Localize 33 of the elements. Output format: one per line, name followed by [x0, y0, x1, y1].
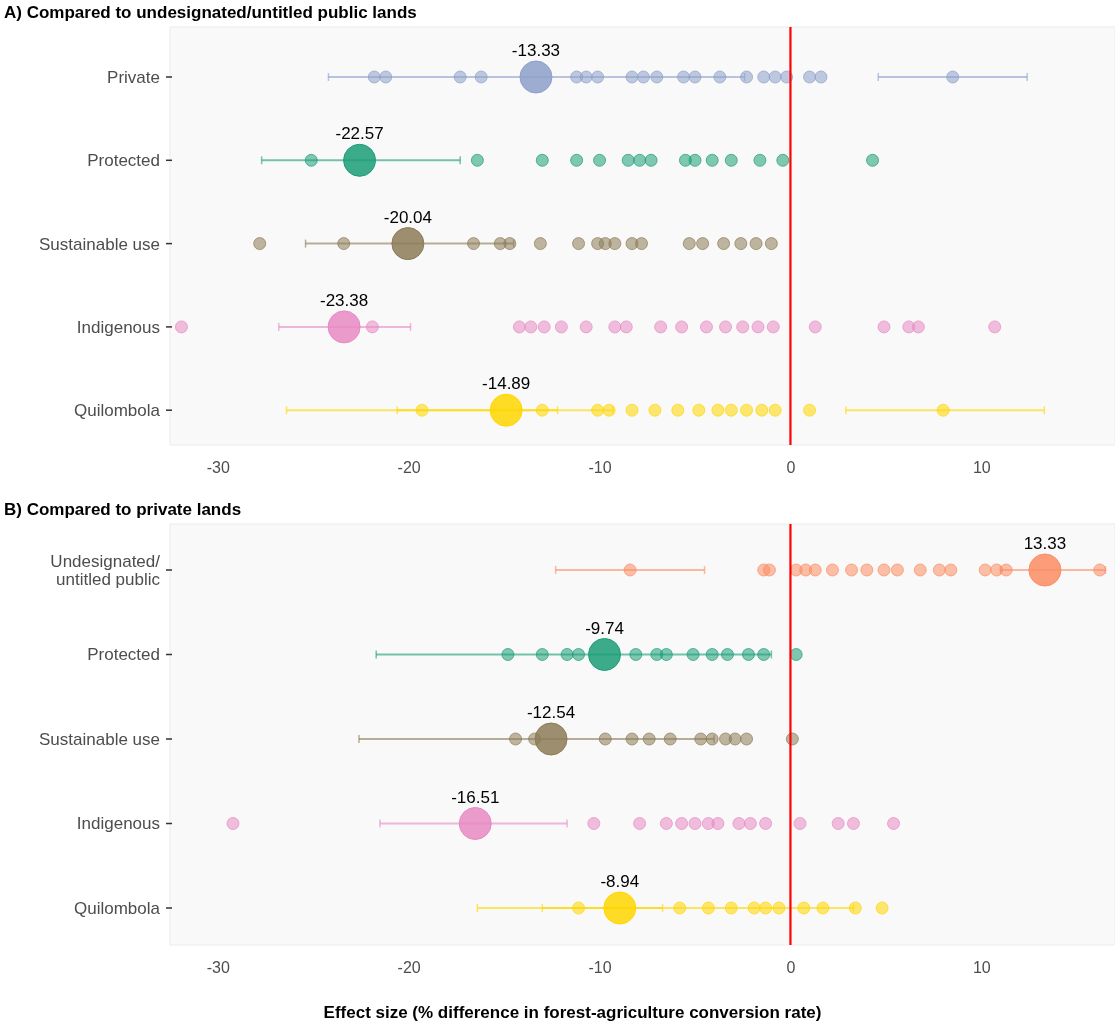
y-tick-label: Indigenous [76, 317, 160, 337]
data-label: 13.33 [1023, 534, 1067, 553]
data-label: -23.38 [320, 290, 369, 310]
x-tick-label: -10 [588, 959, 612, 977]
x-tick-label: -20 [397, 959, 421, 977]
x-tick-label: -10 [588, 459, 612, 477]
y-tick-label: Sustainable use [39, 234, 160, 254]
y-tick-label: Private [107, 67, 160, 87]
y-tick-label: Sustainable use [39, 729, 160, 749]
x-tick-label: -30 [206, 959, 230, 977]
y-tick-label: Protected [87, 645, 160, 665]
data-label: -9.74 [585, 618, 624, 638]
x-tick-label: 0 [786, 459, 796, 477]
y-tick-label: Indigenous [76, 814, 160, 834]
x-tick-label: -30 [206, 459, 230, 477]
y-tick-label: Quilombola [74, 898, 161, 918]
y-tick-label: Undesignated/ untitled public [50, 551, 161, 590]
y-tick-label: Protected [87, 151, 160, 171]
x-tick-label: 0 [786, 959, 796, 977]
data-label: -8.94 [600, 872, 640, 891]
data-label: -22.57 [335, 124, 384, 144]
data-label: -12.54 [526, 703, 576, 722]
x-tick-label: 10 [972, 459, 991, 477]
data-label: -20.04 [383, 207, 432, 227]
data-label: -13.33 [511, 41, 561, 60]
chart-title: A) Compared to undesignated/untitled public lands [4, 3, 417, 22]
x-axis-title: Effect size (% difference in forest-agriculture conversion rate) [323, 1003, 822, 1022]
x-tick-label: 10 [972, 959, 991, 977]
data-label: -16.51 [451, 787, 500, 807]
x-tick-label: -20 [397, 459, 421, 477]
chart-title: B) Compared to private lands [4, 500, 242, 519]
data-label: -14.89 [482, 374, 531, 394]
y-tick-label: Quilombola [74, 401, 161, 421]
